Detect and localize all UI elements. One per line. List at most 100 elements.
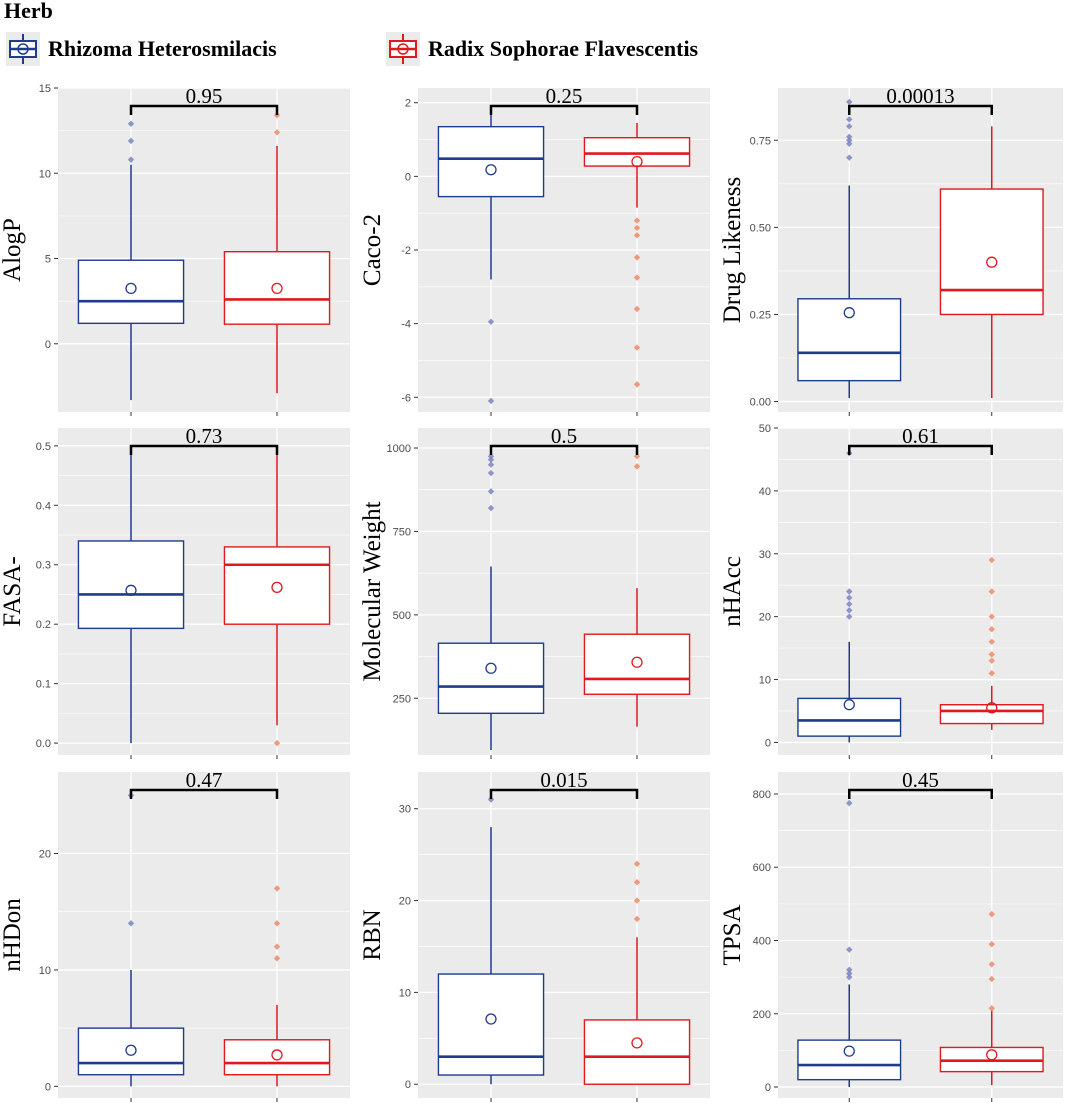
- chart-panel-fasa-: 0.0 0.1 0.2 0.3 0.4 0.5 FASA- 0.73: [0, 424, 350, 759]
- outlier-point: [127, 920, 135, 927]
- mean-marker: [485, 662, 497, 674]
- series-radix: [939, 126, 1044, 399]
- series-radix: [223, 451, 331, 747]
- outlier-point: [633, 217, 641, 224]
- outlier-point: [988, 940, 995, 948]
- series-rhizoma: [797, 449, 902, 743]
- y-tick-label: 10: [39, 168, 51, 180]
- chart-panel-drug-likeness: 0.00 0.25 0.50 0.75 Drug Likeness 0.00013: [719, 84, 1063, 416]
- box: [223, 546, 331, 625]
- y-tick-label: 500: [393, 610, 411, 622]
- outlier-point: [988, 556, 995, 564]
- mean-marker: [631, 155, 643, 168]
- outlier-point: [846, 98, 853, 106]
- outlier-point: [846, 970, 853, 977]
- y-tick-label: 0.25: [750, 309, 771, 321]
- outlier-point: [487, 469, 495, 477]
- y-tick-label: -4: [401, 319, 411, 331]
- box: [77, 1027, 185, 1076]
- p-value-label: 0.61: [902, 424, 939, 448]
- series-rhizoma: [797, 799, 902, 1088]
- y-tick-label: 0: [45, 339, 51, 351]
- outlier-point: [487, 456, 495, 463]
- y-axis-label: Caco-2: [359, 214, 386, 286]
- y-tick-label: 10: [39, 965, 51, 977]
- box: [797, 697, 902, 737]
- mean-marker: [986, 1049, 998, 1061]
- y-tick-label: 0.75: [750, 135, 771, 147]
- y-tick-label: 10: [399, 987, 411, 999]
- y-tick-label: 600: [753, 862, 771, 874]
- outlier-point: [127, 120, 135, 128]
- y-tick-label: 200: [753, 1009, 771, 1021]
- p-value-label: 0.00013: [886, 84, 954, 108]
- outlier-point: [988, 588, 995, 595]
- y-tick-label: 50: [759, 423, 771, 435]
- mean-marker: [271, 1049, 283, 1061]
- box: [437, 642, 545, 714]
- outlier-point: [633, 860, 641, 868]
- box: [583, 137, 691, 167]
- chart-panel-nhacc: 0 10 20 30 40 50 nHAcc 0.61: [719, 423, 1063, 759]
- outlier-point: [487, 397, 495, 405]
- y-tick-label: 250: [393, 693, 411, 705]
- outlier-point: [273, 739, 281, 747]
- y-tick-label: 0.2: [36, 619, 51, 631]
- outlier-point: [846, 613, 853, 620]
- legend-label-rhizoma: Rhizoma Heterosmilacis: [48, 36, 277, 61]
- outlier-point: [633, 305, 641, 313]
- legend-key-red-icon: [386, 32, 420, 66]
- y-tick-label: 15: [39, 83, 51, 95]
- y-tick-label: 0: [405, 1079, 411, 1091]
- y-tick-label: 750: [393, 526, 411, 538]
- mean-marker: [271, 282, 283, 295]
- y-tick-label: 10: [759, 675, 771, 687]
- box: [583, 1019, 691, 1085]
- outlier-point: [988, 613, 995, 620]
- outlier-point: [273, 943, 281, 950]
- outlier-point: [273, 129, 281, 136]
- outlier-point: [846, 799, 853, 807]
- y-axis-label: TPSA: [719, 904, 746, 965]
- legend-item-rhizoma: Rhizoma Heterosmilacis: [6, 32, 277, 66]
- outlier-point: [633, 897, 641, 904]
- significance-bracket: [489, 104, 639, 115]
- mean-marker: [843, 1045, 855, 1057]
- significance-bracket: [489, 788, 639, 799]
- box: [437, 125, 545, 198]
- outlier-point: [633, 274, 641, 281]
- p-value-label: 0.47: [186, 768, 223, 792]
- mean-marker: [986, 256, 998, 268]
- legend-title: Herb: [4, 0, 53, 23]
- outlier-point: [633, 344, 641, 351]
- outlier-point: [273, 885, 281, 892]
- outlier-point: [273, 955, 281, 962]
- chart-panel-rbn: 0 10 20 30 RBN 0.015: [359, 768, 710, 1102]
- y-tick-label: 400: [753, 935, 771, 947]
- outlier-point: [846, 133, 853, 140]
- series-rhizoma: [437, 453, 545, 750]
- series-rhizoma: [77, 792, 185, 1087]
- y-axis-label: nHDon: [0, 898, 26, 972]
- mean-marker: [986, 702, 998, 714]
- outlier-point: [846, 600, 853, 608]
- outlier-point: [633, 254, 641, 261]
- mean-marker: [125, 584, 137, 596]
- series-rhizoma: [437, 796, 545, 1085]
- chart-panel-alogp: 0 5 10 15 AlogP 0.95: [0, 83, 350, 416]
- y-tick-label: 0.50: [750, 222, 771, 234]
- chart-panel-caco-2: -6 -4 -2 0 2 Caco-2 0.25: [359, 84, 710, 416]
- mean-marker: [485, 164, 497, 176]
- outlier-point: [487, 318, 495, 325]
- outlier-point: [633, 224, 641, 232]
- outlier-point: [846, 588, 853, 595]
- legend-item-radix: Radix Sophorae Flavescentis: [386, 32, 698, 66]
- mean-marker: [843, 307, 855, 319]
- box: [77, 259, 185, 325]
- mean-marker: [125, 1044, 137, 1056]
- outlier-point: [633, 453, 641, 460]
- y-tick-label: 0.4: [36, 500, 51, 512]
- y-tick-label: 0.00: [750, 397, 771, 409]
- y-tick-label: 20: [39, 849, 51, 861]
- box: [939, 188, 1044, 316]
